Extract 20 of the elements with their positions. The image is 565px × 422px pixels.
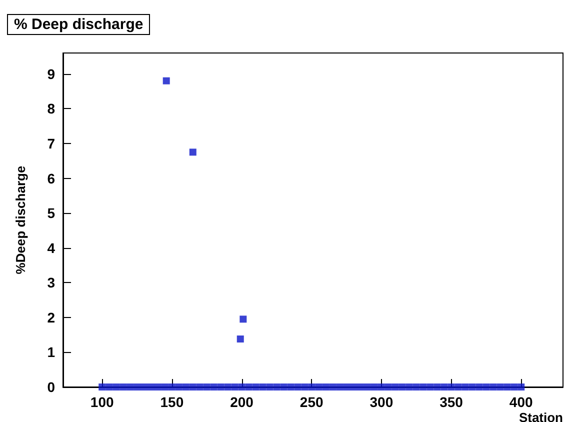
y-tick-label: 5 <box>47 205 56 222</box>
x-tick-label: 300 <box>370 394 394 410</box>
y-tick-label: 4 <box>47 240 56 256</box>
y-tick-label: 3 <box>47 274 56 291</box>
y-tick-label: 7 <box>47 135 56 152</box>
y-tick-label: 9 <box>47 66 56 82</box>
chart-title: % Deep discharge <box>7 14 150 35</box>
y-tick-label: 0 <box>47 379 56 395</box>
y-tick-label: 2 <box>47 309 56 326</box>
x-tick-label: 150 <box>160 394 184 410</box>
y-tick-label: 8 <box>47 100 56 117</box>
x-tick-label: 100 <box>90 394 114 410</box>
x-tick-label: 400 <box>509 394 533 410</box>
x-tick-label: 200 <box>230 394 254 410</box>
x-tick-label: 250 <box>300 394 324 410</box>
x-tick-label: 350 <box>440 394 464 410</box>
y-tick-label: 1 <box>47 344 56 360</box>
x-axis-title: Station <box>518 410 564 422</box>
y-tick-label: 6 <box>47 170 56 186</box>
y-axis-title: %Deep discharge <box>13 166 28 274</box>
